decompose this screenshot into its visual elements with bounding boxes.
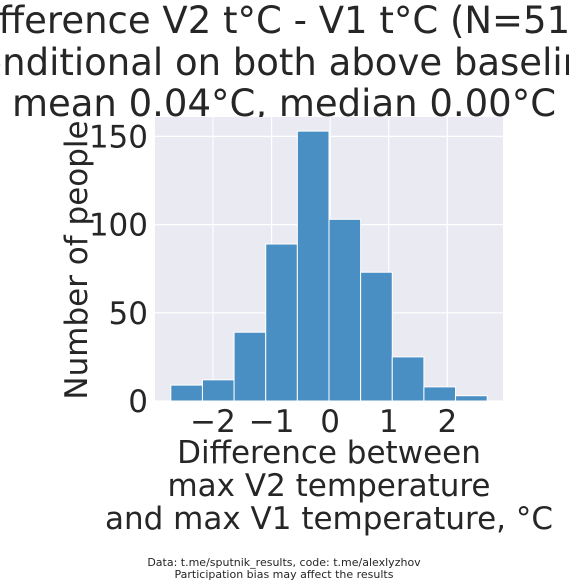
title-line-2: conditional on both above baseline (0, 41, 569, 84)
histogram-bar (391, 356, 425, 402)
histogram-bars (170, 130, 488, 402)
histogram-bar (170, 384, 203, 402)
x-tick-label: 1 (379, 404, 399, 440)
x-tick-label: −2 (190, 404, 236, 440)
x-axis-label-line-1: Difference between (177, 435, 481, 471)
y-tick-label: 100 (89, 208, 148, 244)
y-axis-label: Number of people (59, 120, 95, 399)
histogram-bar (423, 386, 457, 402)
histogram-bar (233, 331, 267, 402)
y-tick-label: 50 (109, 296, 148, 332)
y-tick-labels: 0 50 100 150 (89, 119, 148, 420)
x-tick-labels: −2 −1 0 1 2 (190, 404, 457, 440)
x-tick-label: 0 (320, 404, 340, 440)
y-tick-label: 150 (89, 119, 148, 155)
footer-note: Data: t.me/sputnik_results, code: t.me/a… (147, 556, 421, 581)
y-tick-label: 0 (128, 384, 148, 420)
x-axis-label: Difference between max V2 temperature an… (105, 435, 553, 537)
histogram-bar (455, 395, 488, 402)
footer-line-2: Participation bias may affect the result… (175, 568, 394, 581)
x-tick-label: −1 (249, 404, 295, 440)
histogram-bar (265, 243, 298, 402)
histogram-bar (360, 271, 393, 402)
histogram-bar (201, 379, 235, 402)
histogram-bar (328, 218, 362, 402)
chart-title: Difference V2 t°C - V1 t°C (N=514) condi… (0, 0, 569, 125)
x-axis-label-line-2: max V2 temperature (167, 468, 490, 504)
x-axis-label-line-3: and max V1 temperature, °C (105, 501, 553, 537)
x-tick-label: 2 (437, 404, 457, 440)
histogram-bar (296, 130, 330, 402)
title-line-1: Difference V2 t°C - V1 t°C (N=514) (0, 0, 569, 42)
footer-line-1: Data: t.me/sputnik_results, code: t.me/a… (147, 556, 421, 569)
